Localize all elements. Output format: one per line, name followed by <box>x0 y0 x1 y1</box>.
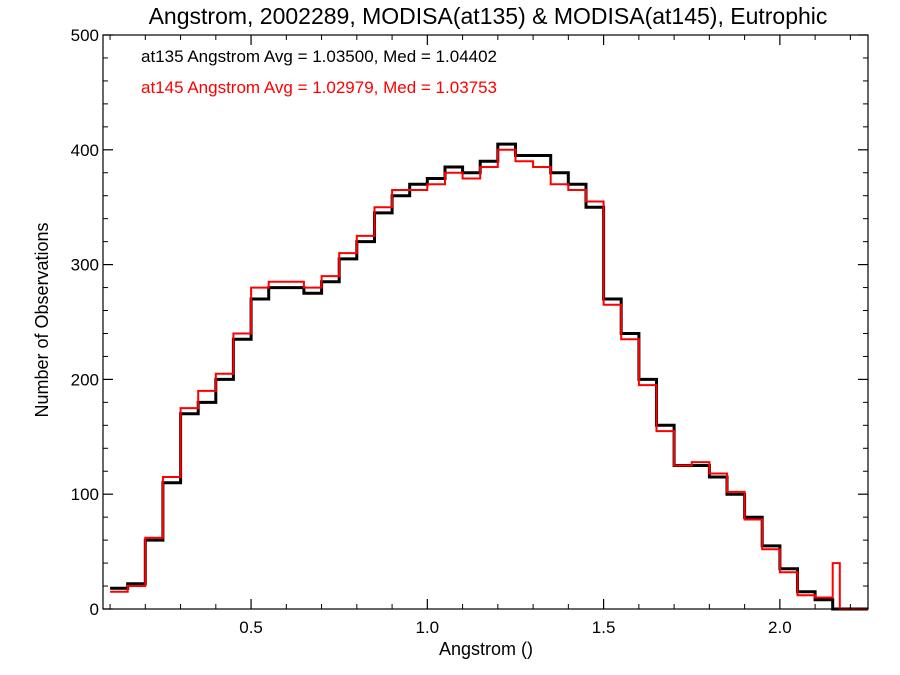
series-at145-line <box>110 148 868 610</box>
x-tick-label: 1.0 <box>416 618 440 637</box>
x-tick-label: 2.0 <box>768 618 792 637</box>
plot-frame <box>102 34 869 610</box>
legend-at145: at145 Angstrom Avg = 1.02979, Med = 1.03… <box>141 78 497 97</box>
chart-title: Angstrom, 2002289, MODISA(at135) & MODIS… <box>149 3 828 29</box>
y-tick-label: 0 <box>90 600 99 619</box>
x-tick-label: 0.5 <box>239 618 263 637</box>
series-layer <box>110 142 868 611</box>
y-tick-label: 100 <box>71 485 99 504</box>
axes-layer: 0 100 200 300 400 500 0.5 1.0 1.5 2.0 <box>71 26 869 637</box>
y-tick-label: 500 <box>71 26 99 45</box>
legend-at135: at135 Angstrom Avg = 1.03500, Med = 1.04… <box>141 47 497 66</box>
x-tick-label: 1.5 <box>592 618 616 637</box>
y-tick-label: 200 <box>71 370 99 389</box>
x-axis-label: Angstrom () <box>439 639 533 659</box>
y-axis-label: Number of Observations <box>32 222 52 417</box>
y-tick-label: 300 <box>71 256 99 275</box>
y-tick-label: 400 <box>71 141 99 160</box>
